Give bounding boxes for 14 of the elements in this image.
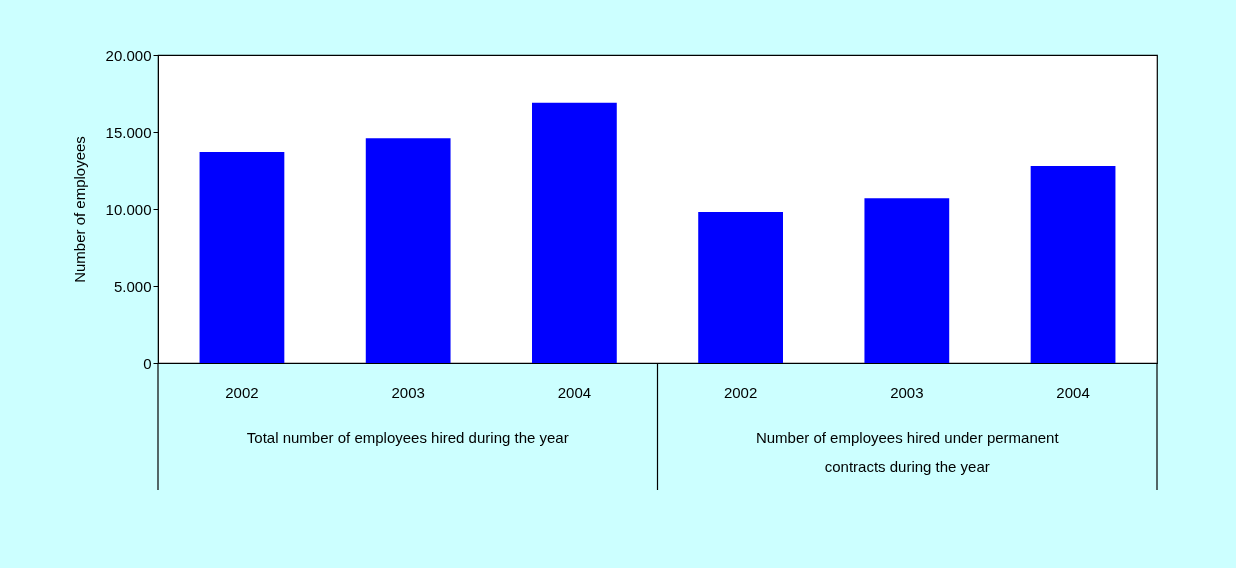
x-tick-label: 2003	[890, 383, 924, 401]
x-tick-label: 2004	[1056, 383, 1090, 401]
text: Number of employees hired under permanent contracts during the year	[755, 429, 1060, 475]
y-tick-label: 10.000	[105, 200, 152, 218]
text: Total number of employees hired during the year	[246, 429, 569, 446]
y-axis-title: Number of employees	[70, 136, 88, 283]
y-tick-label: 20.000	[105, 46, 152, 64]
y-tick-label: 5.000	[113, 277, 152, 295]
x-tick-label: 2003	[391, 383, 425, 401]
x-tick-label: 2002	[723, 383, 758, 401]
x-tick-label: 2004	[557, 383, 592, 401]
y-tick-label: 0	[143, 354, 152, 372]
x-tick-label: 2002	[225, 383, 259, 401]
y-tick-label: 15.000	[105, 123, 152, 141]
